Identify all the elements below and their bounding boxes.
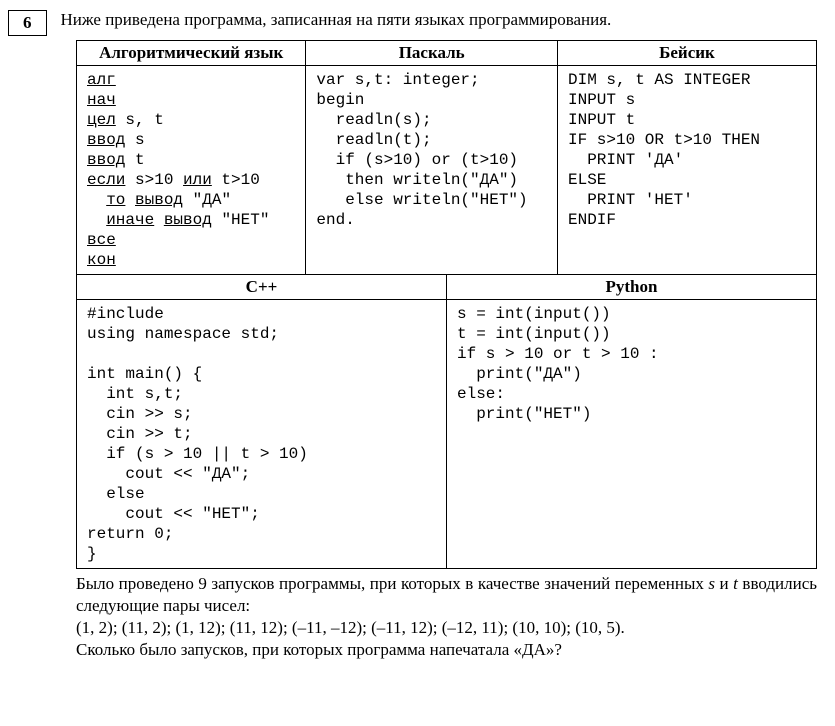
code-pascal: var s,t: integer; begin readln(s); readl…: [306, 66, 558, 275]
task-intro: Ниже приведена программа, записанная на …: [61, 8, 612, 30]
question-paragraph-1: Было проведено 9 запусков программы, при…: [76, 573, 817, 617]
questions: Было проведено 9 запусков программы, при…: [76, 573, 817, 661]
code-tables: Алгоритмический язык Паскаль Бейсик алг …: [76, 40, 817, 569]
col-header-python: Python: [447, 275, 817, 300]
col-header-pascal: Паскаль: [306, 41, 558, 66]
code-python: s = int(input()) t = int(input()) if s >…: [447, 300, 817, 569]
question-paragraph-2: Сколько было запусков, при которых прогр…: [76, 639, 817, 661]
col-header-alg: Алгоритмический язык: [77, 41, 306, 66]
col-header-basic: Бейсик: [557, 41, 816, 66]
code-basic: DIM s, t AS INTEGER INPUT s INPUT t IF s…: [557, 66, 816, 275]
col-header-cpp: C++: [77, 275, 447, 300]
code-table-1: Алгоритмический язык Паскаль Бейсик алг …: [76, 40, 817, 275]
task-number: 6: [8, 10, 47, 36]
code-alg: алг нач цел s, t ввод s ввод t если s>10…: [77, 66, 306, 275]
code-cpp: #include using namespace std; int main()…: [77, 300, 447, 569]
task-header: 6 Ниже приведена программа, записанная н…: [8, 8, 827, 36]
code-table-2: C++ Python #include using namespace std;…: [76, 275, 817, 569]
question-pairs: (1, 2); (11, 2); (1, 12); (11, 12); (–11…: [76, 617, 817, 639]
